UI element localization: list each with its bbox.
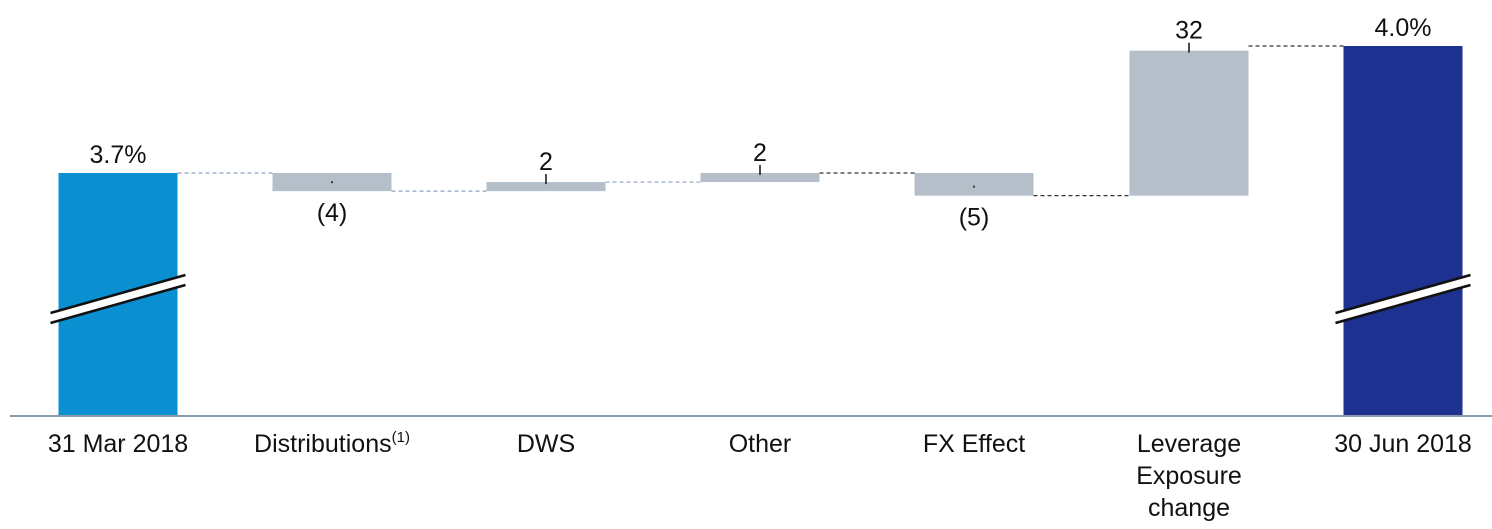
value-label-3: 2 [753, 139, 767, 167]
bar-delta-3 [700, 173, 820, 183]
category-label-0: 31 Mar 2018 [48, 430, 188, 458]
axis-break-gap-0 [49, 275, 187, 323]
bar-delta-2 [486, 182, 606, 192]
value-label-4: (5) [959, 204, 990, 232]
axis-break-mark-top-0 [50, 273, 186, 315]
axis-break-mark-top-6 [1335, 273, 1471, 315]
bars-layer [49, 42, 1472, 416]
axis-break-mark-bottom-0 [50, 283, 186, 325]
category-label-5: Leverage Exposure change [1136, 430, 1242, 522]
bar-total-6 [1343, 46, 1463, 416]
connectors-layer [177, 45, 1344, 197]
category-label-4: FX Effect [923, 430, 1025, 458]
bar-delta-5 [1129, 50, 1249, 196]
axis-break-mark-bottom-6 [1335, 283, 1471, 325]
bar-delta-4 [914, 173, 1034, 196]
category-label-2: DWS [517, 430, 575, 458]
axis-break-gap-6 [1334, 275, 1472, 323]
value-label-1: (4) [317, 199, 348, 227]
value-label-5: 32 [1175, 17, 1203, 45]
value-label-6: 4.0% [1375, 14, 1432, 42]
value-label-2: 2 [539, 148, 553, 176]
category-labels-layer: 31 Mar 2018 Distributions(1) DWS Other FX Ef… [48, 429, 1472, 522]
category-label-3: Other [729, 430, 792, 458]
value-labels-layer: 3.7% (4) 2 2 (5) 32 4.0% [90, 14, 1432, 232]
value-label-0: 3.7% [90, 141, 147, 169]
category-label-6: 30 Jun 2018 [1334, 430, 1472, 458]
category-label-1: Distributions(1) [254, 429, 410, 458]
